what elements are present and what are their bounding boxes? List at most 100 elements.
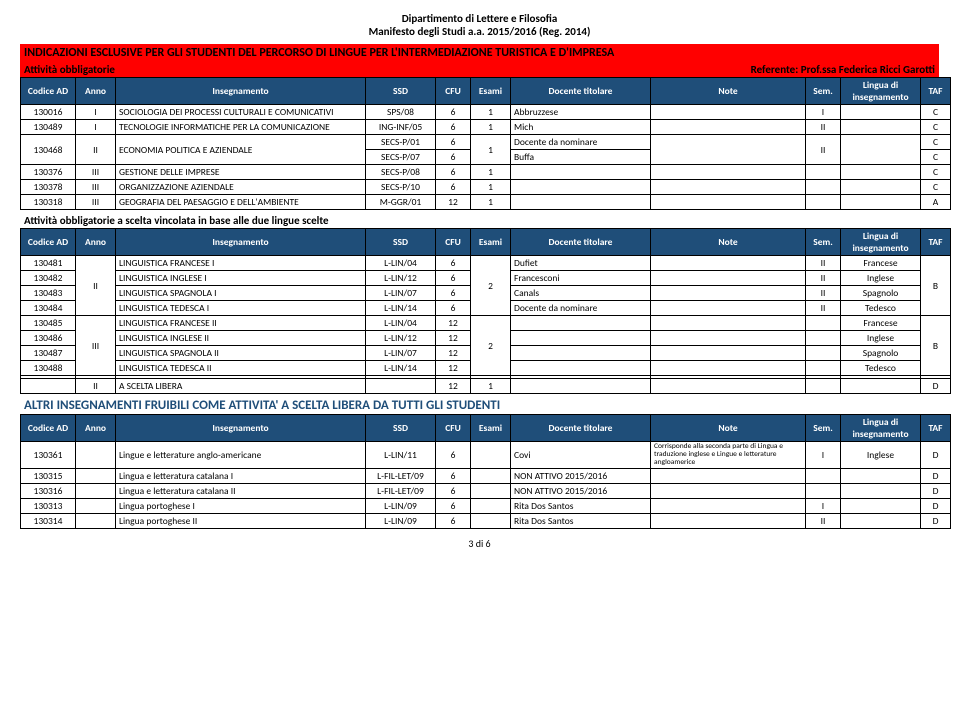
manifesto-line: Manifesto degli Studi a.a. 2015/2016 (Re… bbox=[20, 25, 939, 38]
cell: 6 bbox=[436, 180, 471, 195]
cell bbox=[76, 514, 116, 529]
table-row: II A SCELTA LIBERA 12 1 D bbox=[21, 379, 951, 394]
col-taf: TAF bbox=[921, 229, 951, 256]
cell: SOCIOLOGIA DEI PROCESSI CULTURALI E COMU… bbox=[116, 105, 366, 120]
cell bbox=[651, 165, 806, 180]
cell: ORGANIZZAZIONE AZIENDALE bbox=[116, 180, 366, 195]
cell bbox=[841, 514, 921, 529]
table1-header: Codice AD Anno Insegnamento SSD CFU Esam… bbox=[21, 78, 951, 105]
cell bbox=[651, 286, 806, 301]
col-lingua: Lingua di insegnamento bbox=[841, 78, 921, 105]
cell: 1 bbox=[471, 105, 511, 120]
col-doc: Docente titolare bbox=[511, 78, 651, 105]
cell: L-LIN/12 bbox=[366, 331, 436, 346]
cell: III bbox=[76, 180, 116, 195]
cell bbox=[651, 316, 806, 331]
cell: C bbox=[921, 120, 951, 135]
cell bbox=[651, 499, 806, 514]
col-cod: Codice AD bbox=[21, 78, 76, 105]
cell bbox=[806, 361, 841, 376]
cell: Tedesco bbox=[841, 361, 921, 376]
table-row: 130316 Lingua e letteratura catalana II … bbox=[21, 484, 951, 499]
cell bbox=[651, 331, 806, 346]
table-row: 130313 Lingua portoghese I L-LIN/09 6 Ri… bbox=[21, 499, 951, 514]
cell: A SCELTA LIBERA bbox=[116, 379, 366, 394]
col-esami: Esami bbox=[471, 229, 511, 256]
cell: 130484 bbox=[21, 301, 76, 316]
cell: GESTIONE DELLE IMPRESE bbox=[116, 165, 366, 180]
table3-header: Codice AD Anno Insegnamento SSD CFU Esam… bbox=[21, 415, 951, 442]
col-note: Note bbox=[651, 415, 806, 442]
cell: I bbox=[76, 120, 116, 135]
cell bbox=[471, 499, 511, 514]
table-row: 130468 II ECONOMIA POLITICA E AZIENDALE … bbox=[21, 135, 951, 150]
cell bbox=[651, 256, 806, 271]
cell bbox=[841, 469, 921, 484]
cell: LINGUISTICA TEDESCA II bbox=[116, 361, 366, 376]
col-cfu: CFU bbox=[436, 415, 471, 442]
cell: Lingua e letteratura catalana I bbox=[116, 469, 366, 484]
cell bbox=[471, 484, 511, 499]
cell: LINGUISTICA SPAGNOLA II bbox=[116, 346, 366, 361]
cell: L-LIN/09 bbox=[366, 514, 436, 529]
col-sem: Sem. bbox=[806, 78, 841, 105]
cell bbox=[511, 379, 651, 394]
cell: SPS/08 bbox=[366, 105, 436, 120]
section1-subbar: Attività obbligatorie Referente: Prof.ss… bbox=[20, 62, 939, 77]
cell: L-LIN/04 bbox=[366, 256, 436, 271]
cell: NON ATTIVO 2015/2016 bbox=[511, 469, 651, 484]
cell: ECONOMIA POLITICA E AZIENDALE bbox=[116, 135, 366, 165]
cell bbox=[651, 514, 806, 529]
col-cod: Codice AD bbox=[21, 229, 76, 256]
cell: 130376 bbox=[21, 165, 76, 180]
cell bbox=[841, 105, 921, 120]
cell: D bbox=[921, 514, 951, 529]
cell: II bbox=[806, 301, 841, 316]
cell: I bbox=[76, 105, 116, 120]
cell: 130468 bbox=[21, 135, 76, 165]
cell: III bbox=[76, 195, 116, 210]
cell bbox=[651, 484, 806, 499]
cell: L-LIN/14 bbox=[366, 301, 436, 316]
cell: L-LIN/12 bbox=[366, 271, 436, 286]
cell: C bbox=[921, 135, 951, 150]
cell: II bbox=[76, 135, 116, 165]
dept-line: Dipartimento di Lettere e Filosofia bbox=[20, 12, 939, 25]
cell: 12 bbox=[436, 195, 471, 210]
table-row: 130315 Lingua e letteratura catalana I L… bbox=[21, 469, 951, 484]
cell: Lingua portoghese I bbox=[116, 499, 366, 514]
cell: 6 bbox=[436, 469, 471, 484]
table-row: 130318 III GEOGRAFIA DEL PAESAGGIO E DEL… bbox=[21, 195, 951, 210]
cell: 130316 bbox=[21, 484, 76, 499]
cell: C bbox=[921, 105, 951, 120]
cell: L-FIL-LET/09 bbox=[366, 469, 436, 484]
col-cod: Codice AD bbox=[21, 415, 76, 442]
cell bbox=[651, 346, 806, 361]
cell bbox=[651, 180, 806, 195]
cell bbox=[76, 469, 116, 484]
table3: Codice AD Anno Insegnamento SSD CFU Esam… bbox=[20, 414, 951, 529]
cell: C bbox=[921, 180, 951, 195]
cell: Francese bbox=[841, 316, 921, 331]
cell bbox=[511, 180, 651, 195]
cell: D bbox=[921, 469, 951, 484]
cell bbox=[841, 499, 921, 514]
col-note: Note bbox=[651, 78, 806, 105]
cell: 12 bbox=[436, 331, 471, 346]
table-row: 130485 III LINGUISTICA FRANCESE II L-LIN… bbox=[21, 316, 951, 331]
cell: LINGUISTICA SPAGNOLA I bbox=[116, 286, 366, 301]
cell bbox=[841, 484, 921, 499]
table-row: 130489 I TECNOLOGIE INFORMATICHE PER LA … bbox=[21, 120, 951, 135]
cell: 130016 bbox=[21, 105, 76, 120]
cell: L-LIN/14 bbox=[366, 361, 436, 376]
col-ssd: SSD bbox=[366, 78, 436, 105]
cell: 130313 bbox=[21, 499, 76, 514]
cell: 1 bbox=[471, 135, 511, 165]
col-anno: Anno bbox=[76, 415, 116, 442]
cell bbox=[651, 301, 806, 316]
cell: Buffa bbox=[511, 150, 651, 165]
col-note: Note bbox=[651, 229, 806, 256]
cell: 130315 bbox=[21, 469, 76, 484]
cell: 130361 bbox=[21, 442, 76, 469]
col-ssd: SSD bbox=[366, 229, 436, 256]
